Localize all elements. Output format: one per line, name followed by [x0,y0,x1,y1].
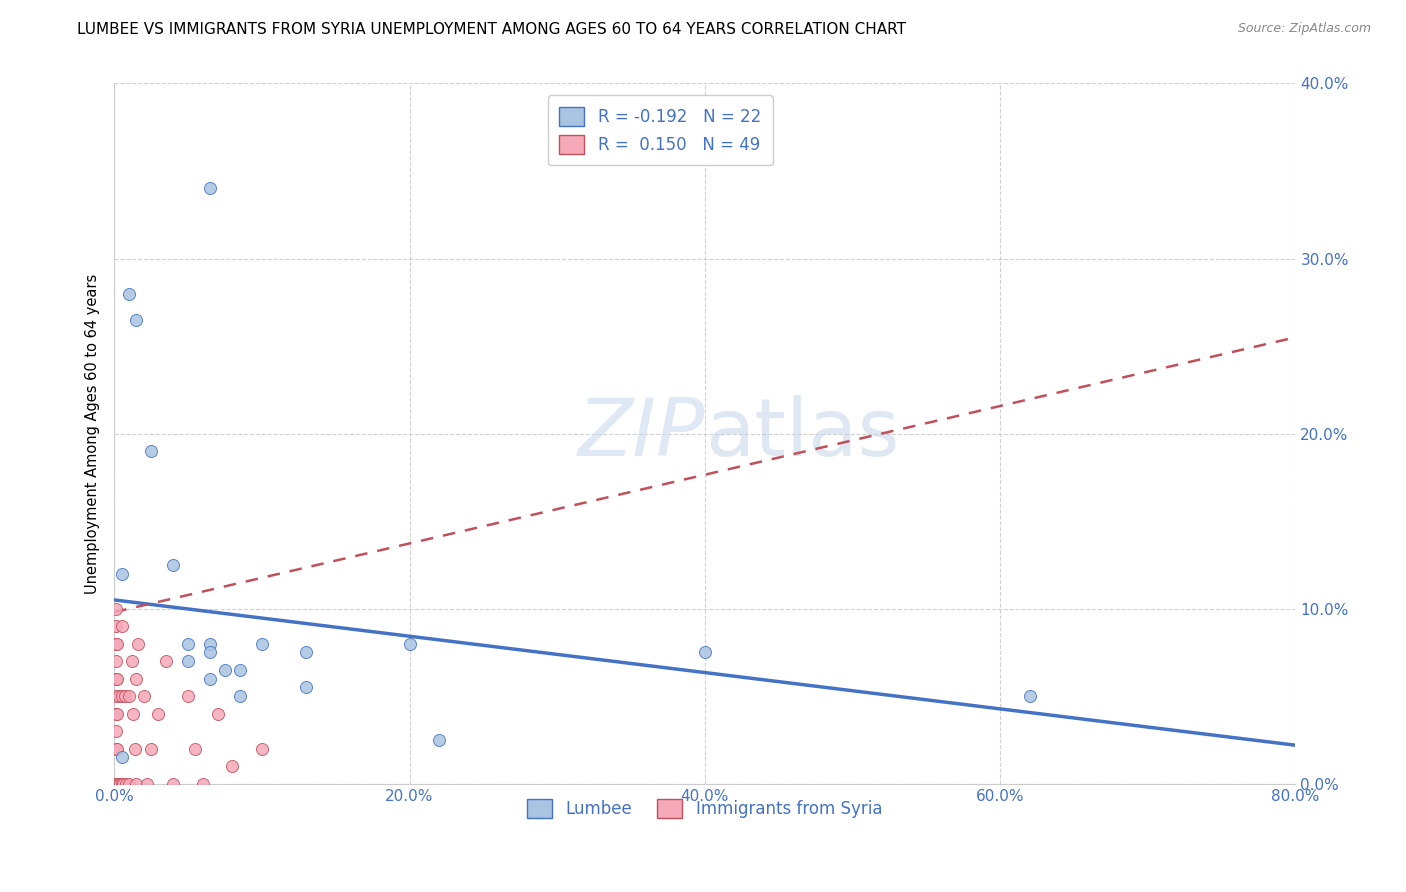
Point [104,689,127,703]
Point [198,645,221,659]
Point [693,645,716,659]
Point [104,654,127,668]
Point [155,654,177,668]
Point [104,741,127,756]
Point [162,558,184,572]
Legend: Lumbee, Immigrants from Syria: Lumbee, Immigrants from Syria [520,792,889,824]
Point [1018,689,1040,703]
Point [250,637,273,651]
Point [104,637,127,651]
Point [124,741,146,756]
Point [125,672,148,686]
Point [107,689,129,703]
Point [398,637,420,651]
Point [110,750,132,764]
Point [118,689,141,703]
Point [104,724,127,739]
Point [118,286,141,301]
Point [184,741,207,756]
Point [191,777,214,791]
Point [139,741,162,756]
Point [115,777,138,791]
Point [110,619,132,633]
Point [135,777,157,791]
Point [148,706,170,721]
Point [198,672,221,686]
Point [104,777,127,791]
Point [177,637,200,651]
Point [295,681,318,695]
Point [110,689,132,703]
Point [127,637,149,651]
Text: LUMBEE VS IMMIGRANTS FROM SYRIA UNEMPLOYMENT AMONG AGES 60 TO 64 YEARS CORRELATI: LUMBEE VS IMMIGRANTS FROM SYRIA UNEMPLOY… [77,22,907,37]
Point [104,777,127,791]
Point [105,706,128,721]
Point [105,777,128,791]
Point [221,759,243,773]
Point [162,777,184,791]
Point [118,777,141,791]
Point [125,313,148,327]
Point [105,672,128,686]
Point [105,741,128,756]
Point [132,689,155,703]
Point [250,741,273,756]
Point [177,689,200,703]
Text: Source: ZipAtlas.com: Source: ZipAtlas.com [1237,22,1371,36]
Point [108,777,131,791]
Point [104,601,127,615]
Text: atlas: atlas [704,394,900,473]
Point [104,672,127,686]
Point [122,706,145,721]
Text: ZIP: ZIP [578,394,704,473]
Point [125,777,148,791]
Point [427,733,450,747]
Point [104,777,127,791]
Point [228,689,250,703]
Point [198,181,221,195]
Point [110,777,132,791]
Point [228,663,250,677]
Point [104,777,127,791]
Point [121,654,143,668]
Point [177,654,200,668]
Point [104,706,127,721]
Point [104,777,127,791]
Point [107,777,129,791]
Point [104,619,127,633]
Point [112,777,135,791]
Point [105,637,128,651]
Y-axis label: Unemployment Among Ages 60 to 64 years: Unemployment Among Ages 60 to 64 years [86,274,100,594]
Point [207,706,229,721]
Point [295,645,318,659]
Point [104,777,127,791]
Point [198,637,221,651]
Point [139,444,162,458]
Point [214,663,236,677]
Point [114,689,136,703]
Point [110,566,132,581]
